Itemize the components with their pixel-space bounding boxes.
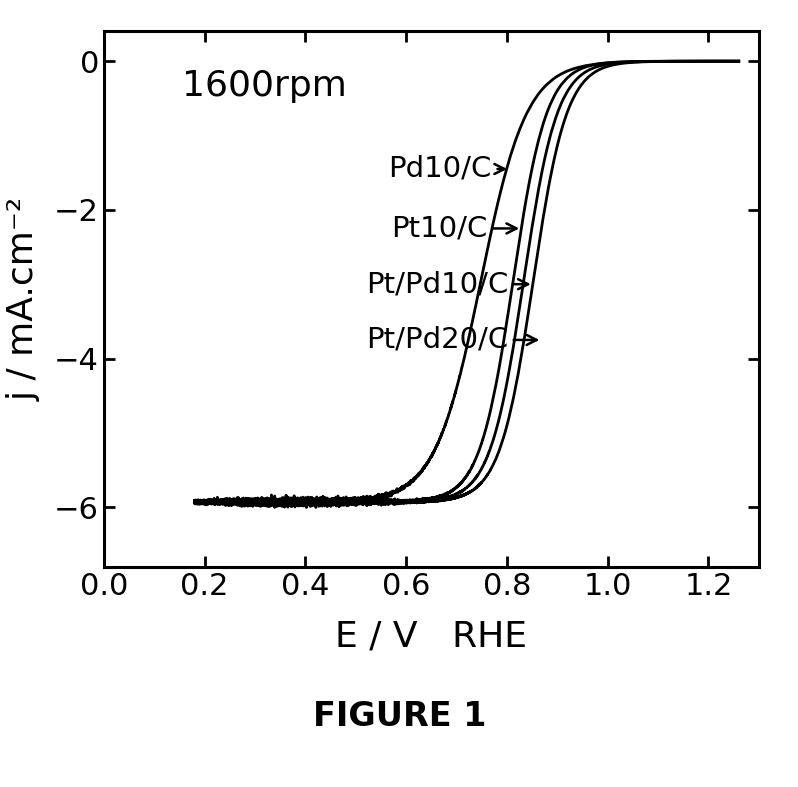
Y-axis label: j / mA.cm⁻²: j / mA.cm⁻² [6,197,40,401]
X-axis label: E / V   RHE: E / V RHE [335,620,527,654]
Text: FIGURE 1: FIGURE 1 [312,700,486,733]
Text: Pt/Pd10/C: Pt/Pd10/C [365,270,527,298]
Text: Pd10/C: Pd10/C [388,155,504,183]
Text: Pt/Pd20/C: Pt/Pd20/C [365,326,536,354]
Text: 1600rpm: 1600rpm [182,69,347,103]
Text: Pt10/C: Pt10/C [391,214,516,242]
